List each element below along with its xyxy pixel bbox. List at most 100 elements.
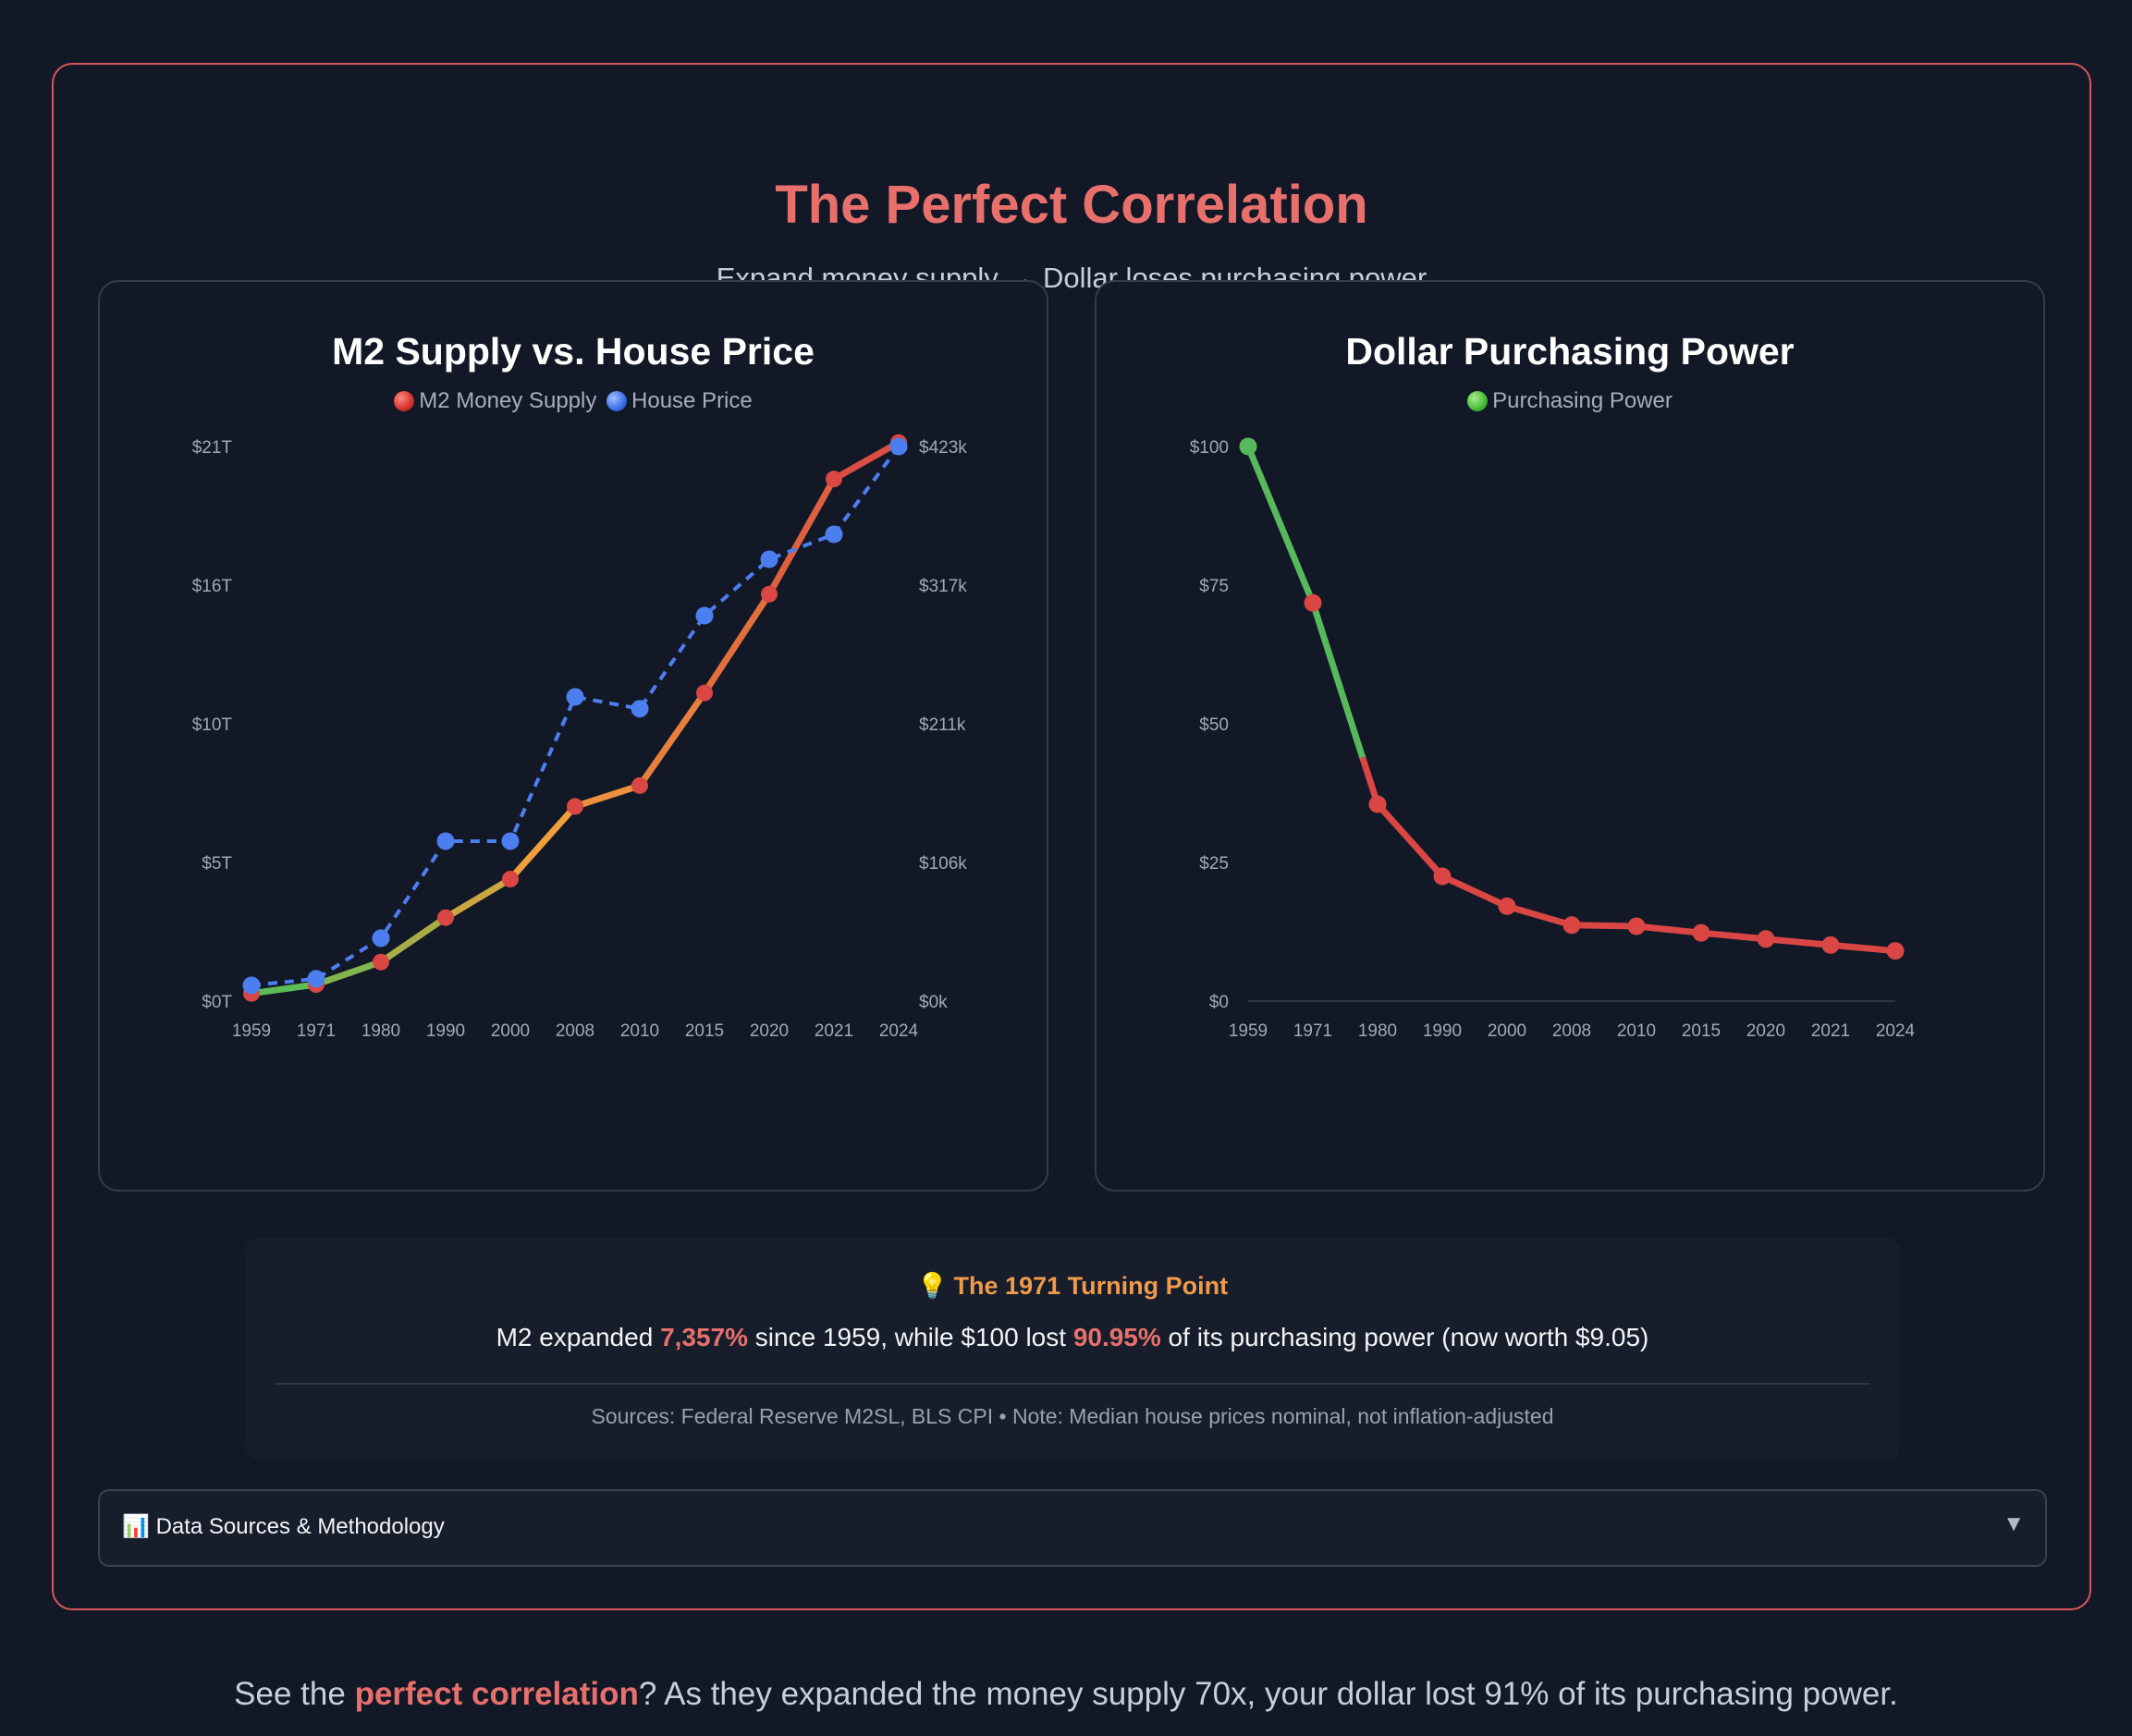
m2-line-segment — [636, 690, 708, 789]
house-price-point — [242, 976, 261, 995]
house-price-point — [307, 970, 325, 988]
power-point — [1627, 917, 1646, 935]
chart-title: M2 Supply vs. House Price — [332, 330, 815, 373]
x-tick-label: 1980 — [1358, 1021, 1397, 1041]
blue-circle-icon — [607, 391, 628, 411]
chart-legend: Purchasing Power — [1097, 388, 2043, 414]
legend-item-power[interactable]: Purchasing Power — [1467, 388, 1673, 413]
power-point — [1821, 935, 1840, 954]
chevron-down-icon: ▼ — [2003, 1511, 2025, 1536]
purchasing-power-chart: $0 $25 $50 $75 $100 1959 1971 1980 1990 2000 2008 2… — [1190, 437, 1916, 1041]
power-point — [1368, 795, 1387, 813]
m2-point — [502, 871, 519, 887]
methodology-toggle[interactable]: 📊 Data Sources & Methodology ▼ — [98, 1489, 2047, 1567]
green-circle-icon — [1467, 391, 1489, 411]
y-left-tick-label: $16T — [192, 577, 233, 596]
red-circle-icon — [394, 391, 415, 411]
methodology-label-text: Data Sources & Methodology — [155, 1514, 445, 1539]
power-line-segment — [1439, 873, 1511, 910]
legend-item-m2[interactable]: M2 Money Supply — [394, 388, 596, 413]
m2-point — [761, 585, 778, 603]
legend-label-power: Purchasing Power — [1492, 388, 1673, 413]
m2-point — [631, 776, 648, 794]
m2-line-segment — [830, 439, 902, 483]
legend-label-house: House Price — [631, 388, 753, 413]
power-point — [1239, 437, 1257, 456]
y-right-tick-label: $211k — [919, 715, 966, 735]
power-point — [1304, 593, 1322, 612]
legend-item-house[interactable]: House Price — [607, 388, 753, 413]
lightbulb-icon: 💡 — [916, 1272, 949, 1300]
x-tick-label: 1959 — [1229, 1021, 1268, 1041]
x-tick-label: 2010 — [620, 1021, 659, 1041]
y-left-tick-label: $5T — [202, 854, 232, 874]
page-title: The Perfect Correlation — [775, 175, 1368, 235]
power-point — [1498, 897, 1516, 915]
house-price-line — [251, 445, 901, 987]
power-line-segment — [1503, 902, 1575, 929]
power-line-segment — [1374, 801, 1446, 880]
power-line-segment — [1762, 935, 1834, 948]
x-tick-label: 2024 — [1876, 1021, 1916, 1041]
power-point — [1562, 916, 1581, 935]
x-tick-label: 1990 — [1423, 1021, 1462, 1041]
m2-growth-value: 7,357% — [660, 1323, 749, 1351]
insight-text-part: M2 expanded — [496, 1323, 661, 1351]
y-right-tick-label: $423k — [919, 438, 967, 458]
power-line-segment — [1697, 929, 1770, 943]
chart-legend: M2 Money Supply House Price — [100, 388, 1047, 414]
y-tick-label: $75 — [1199, 577, 1229, 596]
m2-line-segment — [701, 591, 773, 697]
x-tick-label: 2021 — [815, 1021, 853, 1041]
y-left-tick-label: $0T — [202, 993, 232, 1012]
chart-title: Dollar Purchasing Power — [1345, 330, 1795, 373]
house-price-point — [436, 832, 455, 850]
x-tick-label: 1990 — [426, 1021, 465, 1041]
y-tick-label: $50 — [1199, 715, 1229, 735]
m2-line-segment — [766, 475, 838, 598]
m2-point — [373, 953, 389, 971]
x-tick-label: 2024 — [879, 1021, 919, 1041]
m2-house-chart: $0T $5T $10T $16T $21T $0k $106k $211k $317k $423… — [192, 434, 967, 1041]
power-point — [1886, 942, 1905, 960]
footer-text-part: See the — [234, 1676, 355, 1712]
x-tick-label: 2008 — [556, 1021, 594, 1041]
m2-line-segment — [377, 914, 449, 966]
sources-note: Sources: Federal Reserve M2SL, BLS CPI •… — [591, 1404, 1554, 1428]
house-price-point — [631, 700, 649, 718]
x-tick-label: 2015 — [685, 1021, 724, 1041]
power-loss-value: 90.95% — [1072, 1323, 1161, 1351]
house-price-point — [501, 832, 520, 850]
power-point — [1757, 930, 1775, 948]
house-price-point — [566, 688, 584, 706]
x-tick-label: 1971 — [1293, 1021, 1332, 1041]
y-left-tick-label: $10T — [192, 715, 233, 735]
x-tick-label: 2000 — [491, 1021, 530, 1041]
y-right-tick-label: $0k — [919, 993, 948, 1012]
x-tick-label: 1980 — [361, 1021, 400, 1041]
power-line-segment — [1633, 923, 1705, 936]
m2-point — [567, 798, 583, 815]
m2-point — [826, 471, 842, 488]
m2-line-segment — [507, 802, 579, 883]
m2-line-segment — [312, 959, 385, 988]
insight-box: 💡 The 1971 Turning Point M2 expanded 7,35… — [245, 1238, 1900, 1460]
x-tick-label: 2021 — [1811, 1021, 1850, 1041]
footer-highlight: perfect correlation — [354, 1676, 639, 1712]
y-tick-label: $25 — [1199, 854, 1229, 874]
y-tick-label: $100 — [1190, 438, 1229, 458]
x-tick-label: 2000 — [1488, 1021, 1526, 1041]
m2-point — [437, 909, 454, 926]
house-price-point — [372, 929, 390, 947]
divider — [275, 1383, 1870, 1385]
m2-line-segment — [442, 875, 514, 922]
x-tick-label: 2008 — [1552, 1021, 1591, 1041]
footer-text-part: ? As they expanded the money supply 70x,… — [638, 1676, 1898, 1712]
x-tick-label: 1959 — [232, 1021, 271, 1041]
x-tick-label: 2020 — [750, 1021, 789, 1041]
insight-text-part: of its purchasing power (now worth $9.05… — [1160, 1323, 1649, 1351]
power-point — [1692, 923, 1710, 942]
purchasing-power-chart-card: Dollar Purchasing Power Purchasing Power… — [1095, 280, 2045, 1192]
m2-line-segment — [571, 782, 643, 810]
m2-line-segment — [248, 981, 320, 997]
